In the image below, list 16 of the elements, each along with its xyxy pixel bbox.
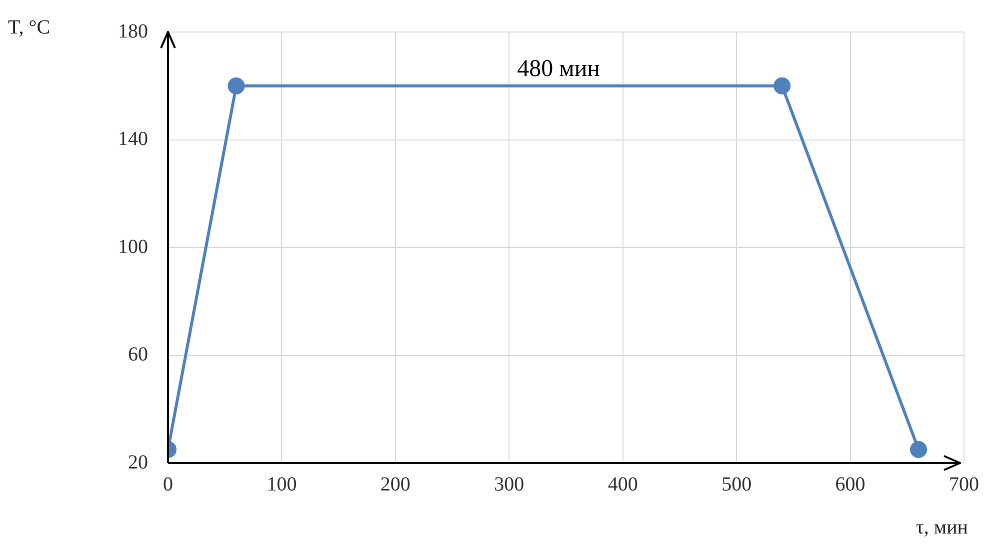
annotation: 480 мин xyxy=(517,56,600,82)
x-tick-label: 500 xyxy=(722,473,752,496)
y-tick-label: 20 xyxy=(128,451,148,474)
y-tick-label: 180 xyxy=(118,20,148,42)
x-tick-label: 600 xyxy=(835,473,866,496)
x-tick-label: 300 xyxy=(494,473,524,496)
x-tick-label: 700 xyxy=(949,473,979,496)
x-tick-label: 0 xyxy=(163,473,173,496)
x-tick-label: 100 xyxy=(266,473,297,496)
x-axis-title: τ, мин xyxy=(916,516,968,538)
y-tick-label: 100 xyxy=(118,236,148,258)
x-tick-label: 400 xyxy=(608,473,638,496)
x-tick-label: 200 xyxy=(380,473,410,496)
y-tick-label: 140 xyxy=(118,128,148,150)
y-axis-title: T, °C xyxy=(8,16,50,38)
y-tick-label: 60 xyxy=(128,344,148,366)
